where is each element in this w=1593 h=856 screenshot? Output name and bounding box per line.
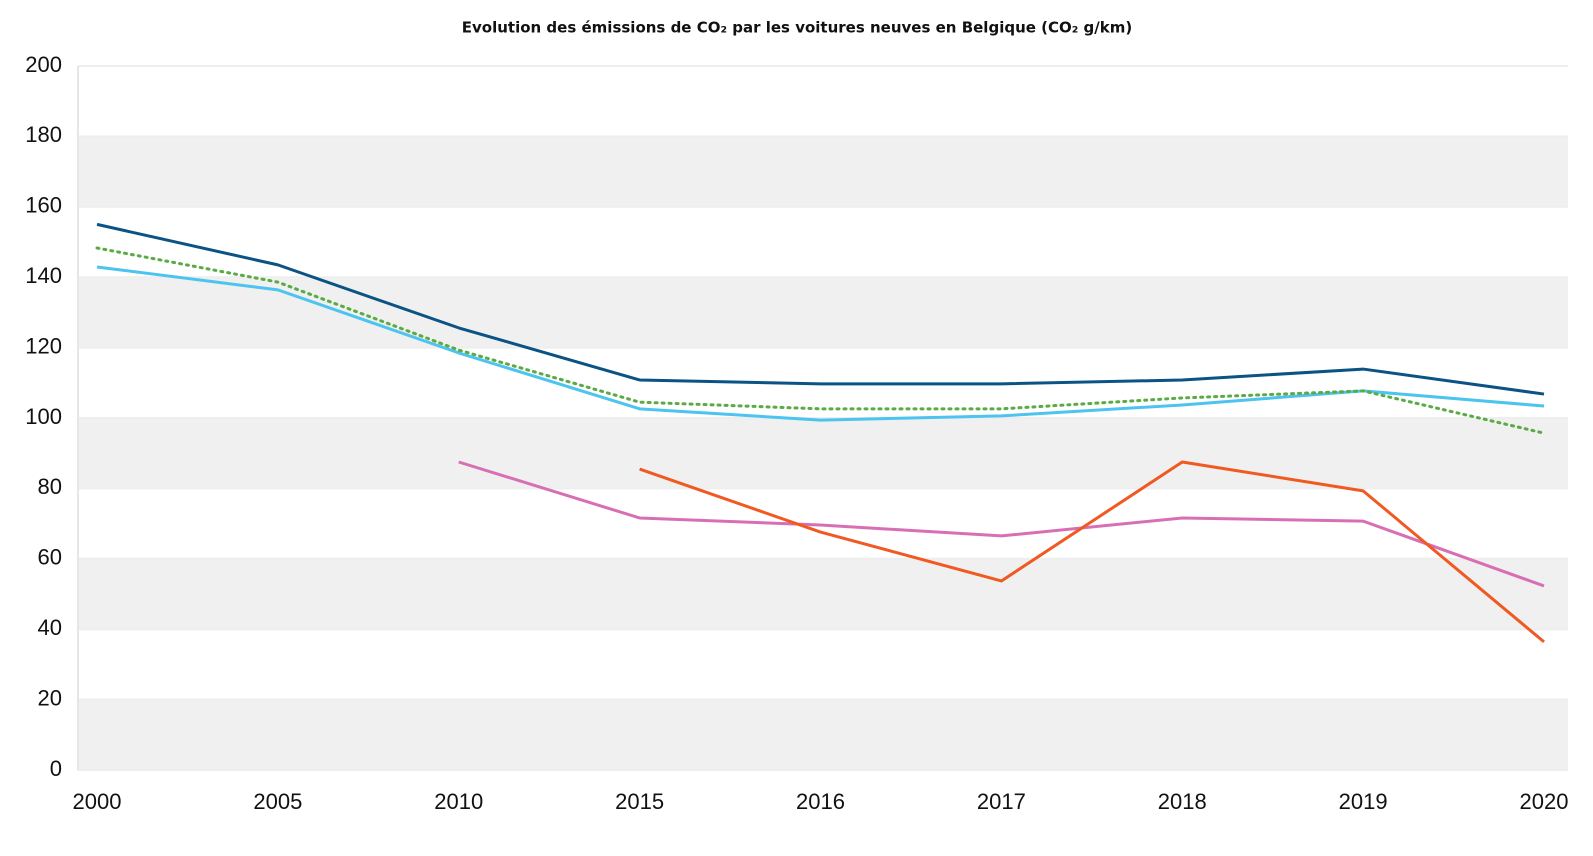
grid-band [78,418,1568,489]
line-series [96,222,1545,396]
x-tick-label: 2010 [434,789,483,814]
x-tick-label: 2019 [1339,789,1388,814]
chart-title: Evolution des émissions de CO₂ par les v… [462,19,1132,37]
line-series [639,460,1545,644]
x-tick-label: 2000 [73,789,122,814]
y-tick-label: 180 [25,122,62,147]
grid-band [78,558,1568,630]
y-tick-label: 80 [38,474,62,499]
x-tick-label: 2005 [253,789,302,814]
x-tick-label: 2015 [615,789,664,814]
y-tick-label: 0 [50,756,62,781]
x-tick-label: 2018 [1158,789,1207,814]
x-tick-label: 2017 [977,789,1026,814]
y-tick-label: 120 [25,333,62,358]
line-series [96,265,1545,422]
y-tick-label: 100 [25,404,62,429]
y-tick-label: 200 [25,52,62,77]
y-tick-label: 160 [25,193,62,218]
line-series [458,460,1545,588]
y-tick-label: 20 [38,685,62,710]
grid-band [78,136,1568,207]
line-series [95,246,1546,435]
y-tick-label: 40 [38,615,62,640]
y-tick-label: 140 [25,263,62,288]
x-tick-label: 2016 [796,789,845,814]
grid-band [78,277,1568,348]
y-tick-label: 60 [38,545,62,570]
x-tick-label: 2020 [1520,789,1569,814]
grid-band [78,699,1568,770]
